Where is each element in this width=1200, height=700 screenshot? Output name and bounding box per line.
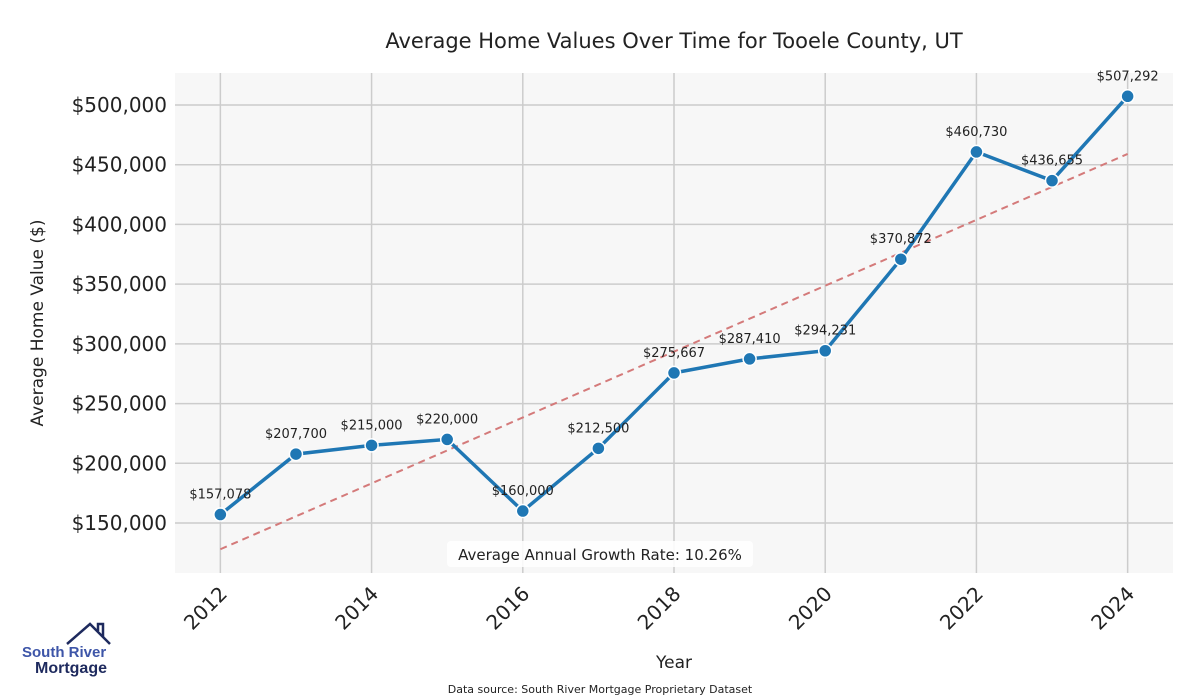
data-point [591,441,606,456]
x-tick-label: 2020 [784,582,837,635]
trend-line [219,153,1129,551]
data-point [364,438,379,453]
y-tick-label: $450,000 [72,153,167,177]
data-point [1044,173,1060,188]
y-tick-label: $400,000 [72,212,167,236]
logo-line-2: Mortgage [35,660,107,677]
data-label: $207,700 [265,427,327,442]
y-tick-label: $350,000 [72,272,167,296]
x-tick-label: 2016 [481,582,534,635]
x-tick-label: 2024 [1086,582,1139,635]
data-label: $157,078 [189,488,251,503]
data-point [742,351,757,367]
logo-line-1: South River [22,644,107,661]
data-point [213,507,228,522]
y-tick-label: $200,000 [72,451,167,475]
growth-annotation: Average Annual Growth Rate: 10.26% [458,546,742,564]
data-label: $212,500 [567,421,629,436]
data-point [515,503,531,519]
data-label: $460,730 [945,125,1007,140]
data-label: $287,410 [719,332,781,347]
y-tick-label: $500,000 [72,93,167,117]
y-axis-label: Average Home Value ($) [28,220,48,427]
data-point [288,446,304,462]
x-axis-label: Year [655,653,692,673]
data-point [893,251,909,267]
data-point [969,144,984,160]
data-source: Data source: South River Mortgage Propri… [448,683,753,696]
data-label: $275,667 [643,346,705,361]
data-label: $370,872 [870,232,932,247]
data-label: $160,000 [492,484,554,499]
chart-title: Average Home Values Over Time for Tooele… [385,29,963,53]
y-tick-label: $250,000 [72,392,167,416]
data-point [1120,89,1135,104]
data-label: $507,292 [1097,69,1159,84]
annotation-box [447,541,753,567]
y-tick-label: $150,000 [72,511,167,535]
y-tick-label: $300,000 [72,332,167,356]
data-label: $220,000 [416,412,478,427]
house-icon [66,622,111,645]
data-point [439,432,455,447]
x-tick-label: 2012 [179,582,232,635]
data-point [666,365,682,381]
x-tick-label: 2014 [330,582,383,635]
south-river-mortgage-logo: South River Mortgage [22,622,117,682]
data-label: $215,000 [341,418,403,433]
x-tick-label: 2018 [633,582,686,635]
x-tick-label: 2022 [935,582,988,635]
data-label: $436,655 [1021,154,1083,169]
data-point [817,343,833,358]
data-label: $294,231 [794,324,856,339]
